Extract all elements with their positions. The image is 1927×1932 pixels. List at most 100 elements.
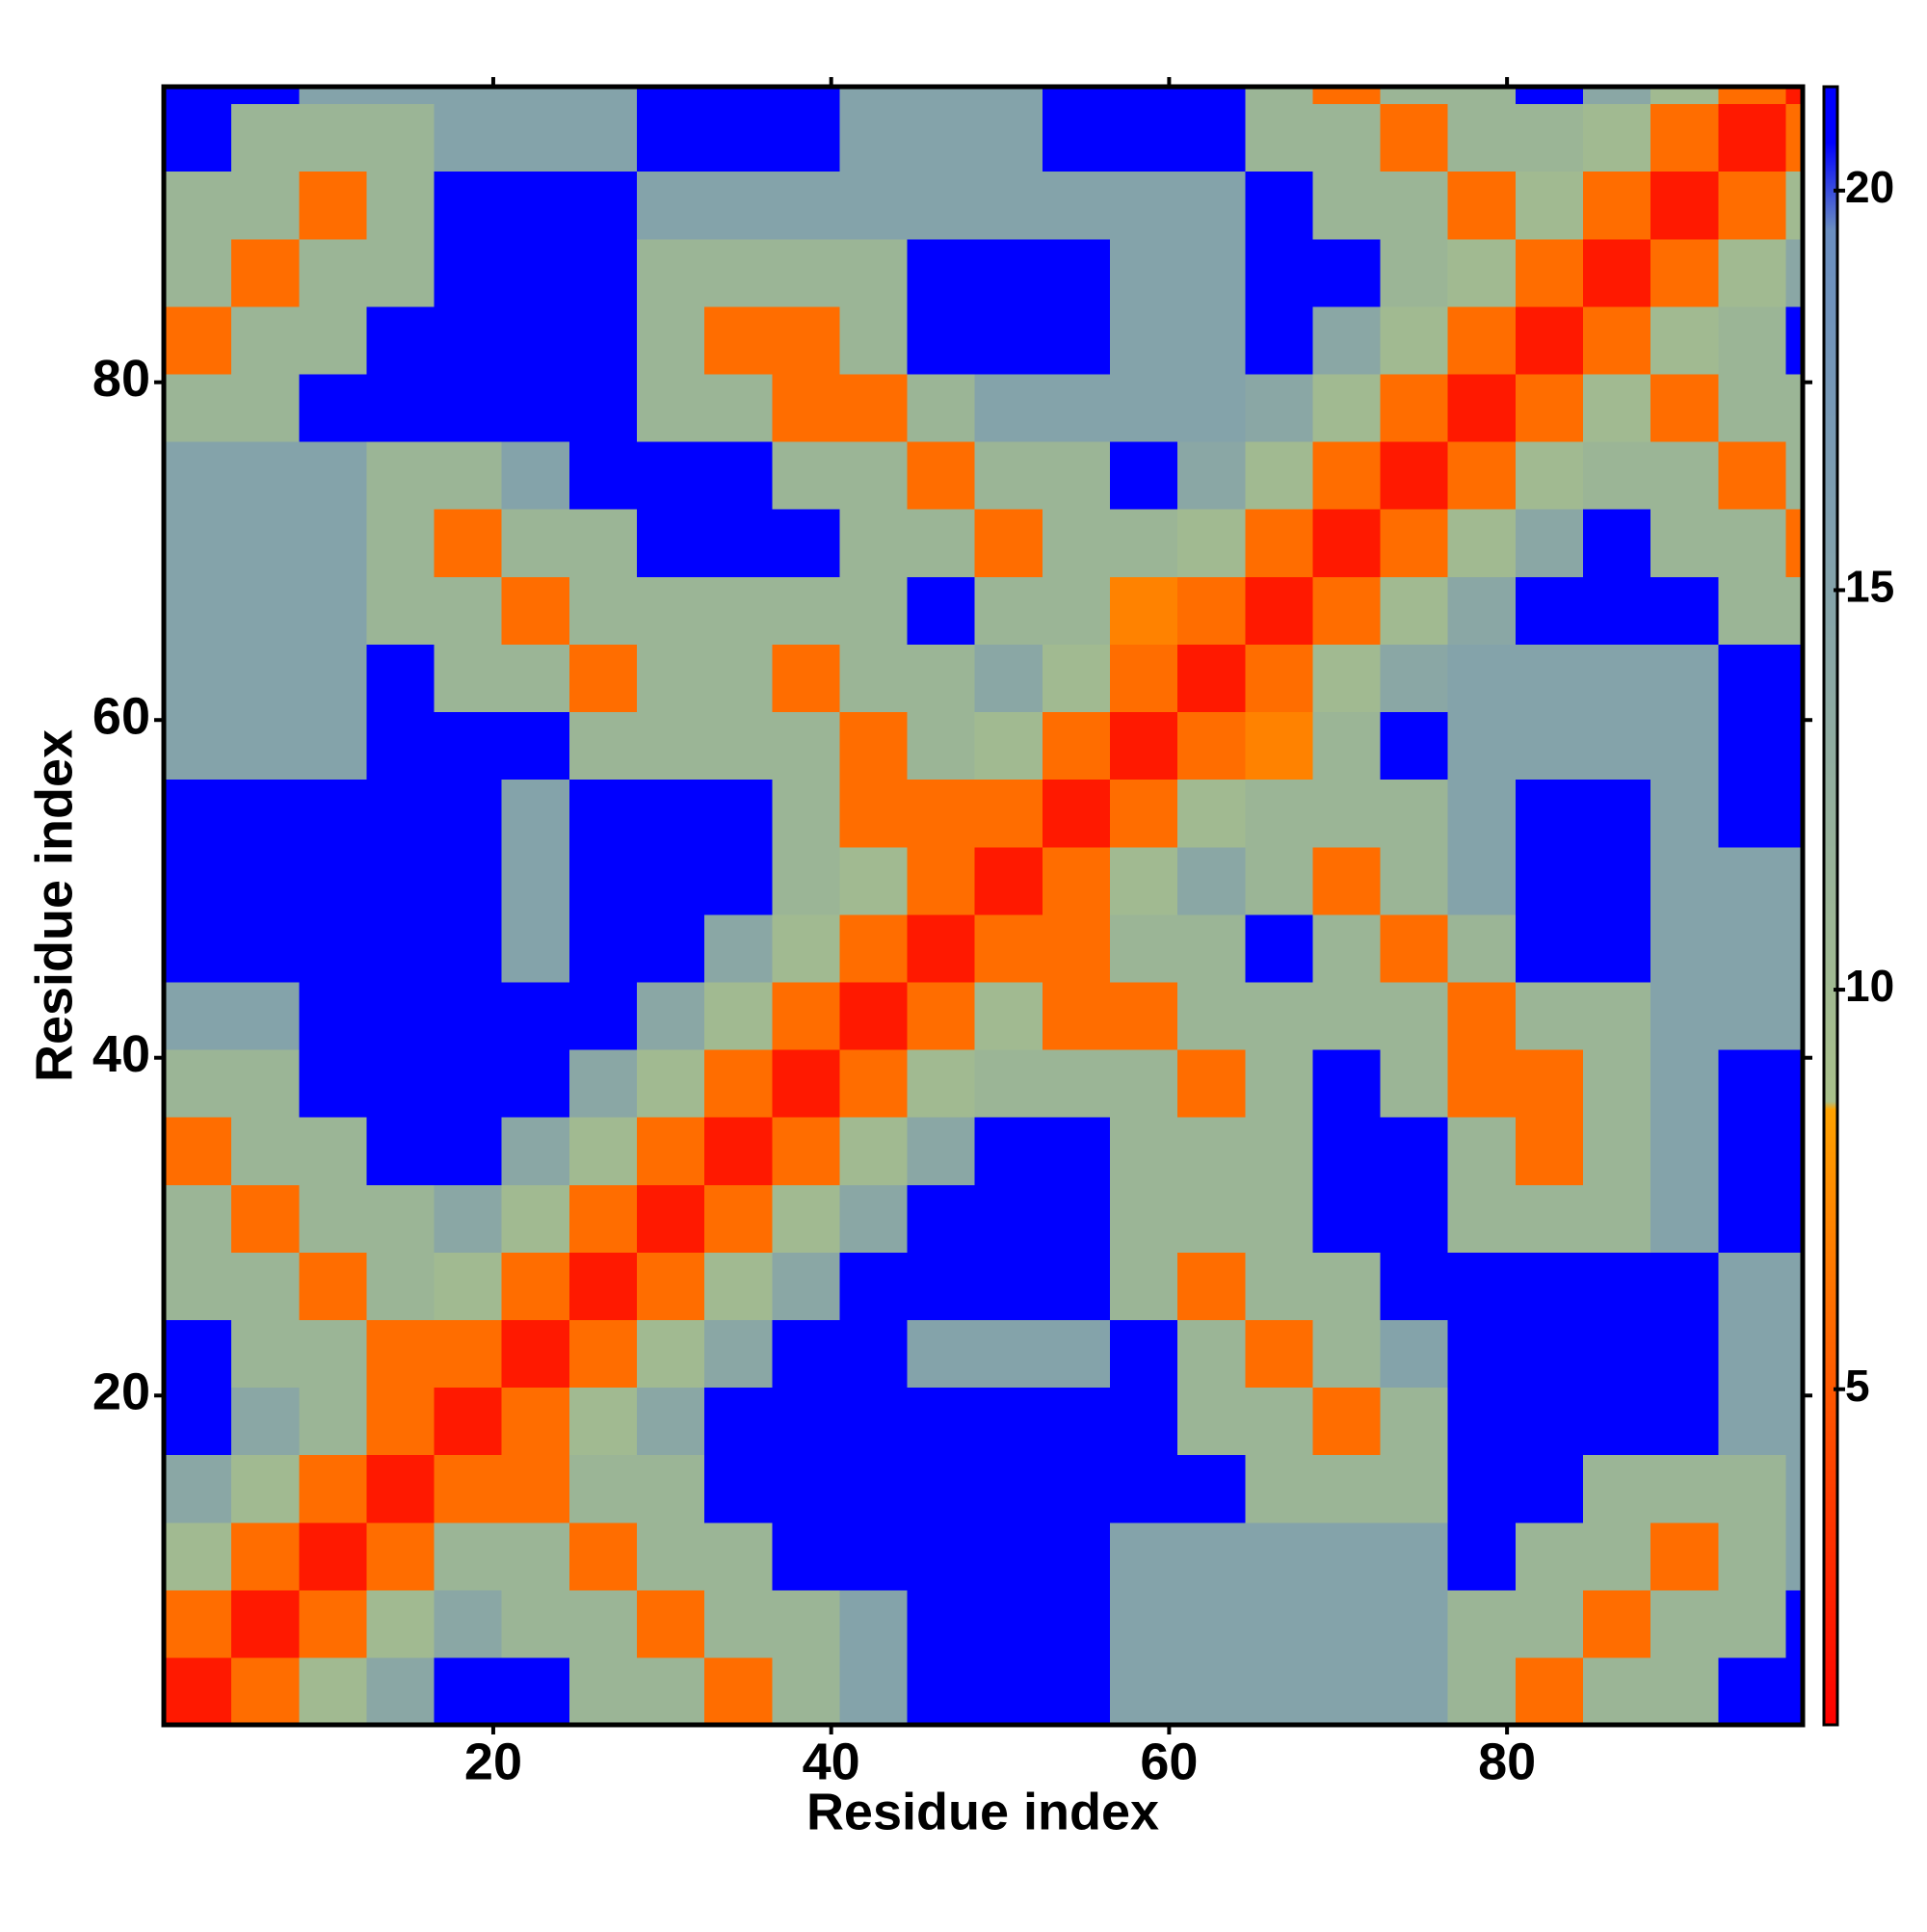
heatmap-cell bbox=[1312, 238, 1382, 307]
heatmap-cell bbox=[1245, 779, 1314, 848]
heatmap-cell bbox=[974, 1319, 1043, 1389]
heatmap-cell bbox=[1515, 1387, 1584, 1456]
heatmap-cell bbox=[1042, 305, 1111, 375]
heatmap-cell bbox=[772, 238, 841, 307]
heatmap-cell bbox=[568, 1319, 638, 1389]
heatmap-cell bbox=[1583, 644, 1651, 713]
heatmap-cell bbox=[637, 1454, 705, 1523]
heatmap-cell bbox=[907, 913, 976, 983]
heatmap-cell bbox=[1447, 981, 1517, 1050]
heatmap-cell bbox=[1042, 87, 1111, 105]
heatmap-cell bbox=[1650, 1387, 1719, 1456]
heatmap-cell bbox=[1785, 1454, 1804, 1523]
heatmap-cell bbox=[1312, 1589, 1382, 1658]
heatmap-cell bbox=[839, 441, 909, 510]
heatmap-cell bbox=[704, 1048, 773, 1118]
heatmap-cell bbox=[772, 1656, 841, 1726]
heatmap-cell bbox=[568, 644, 638, 713]
heatmap-cell bbox=[501, 1387, 570, 1456]
heatmap-cell bbox=[704, 1589, 773, 1658]
heatmap-cell bbox=[1515, 305, 1584, 375]
heatmap-cell bbox=[1042, 238, 1111, 307]
heatmap-cell bbox=[568, 1589, 638, 1658]
heatmap-cell bbox=[907, 238, 976, 307]
heatmap-cell bbox=[1380, 711, 1449, 781]
heatmap-cell bbox=[1177, 238, 1246, 307]
heatmap-cell bbox=[974, 1184, 1043, 1253]
heatmap-cell bbox=[299, 509, 368, 577]
heatmap-cell bbox=[974, 238, 1043, 307]
heatmap-cell bbox=[164, 509, 232, 577]
heatmap-cell bbox=[1245, 1048, 1314, 1118]
heatmap-cell bbox=[772, 441, 841, 510]
heatmap-cell bbox=[568, 1454, 638, 1523]
heatmap-cell bbox=[434, 1522, 503, 1591]
heatmap-cell bbox=[1312, 1117, 1382, 1185]
heatmap-cell bbox=[568, 846, 638, 915]
heatmap-cell bbox=[299, 1319, 368, 1389]
heatmap-cell bbox=[1515, 644, 1584, 713]
heatmap-cell bbox=[366, 1522, 436, 1591]
heatmap-cell bbox=[299, 1387, 368, 1456]
heatmap-cell bbox=[907, 1589, 976, 1658]
heatmap-cell bbox=[1312, 1184, 1382, 1253]
heatmap-cell bbox=[974, 509, 1043, 577]
heatmap-cell bbox=[366, 1454, 436, 1523]
heatmap-cell bbox=[231, 1589, 300, 1658]
heatmap-cell bbox=[1110, 103, 1178, 172]
heatmap-cell bbox=[1447, 441, 1517, 510]
heatmap-cell bbox=[231, 87, 300, 105]
heatmap-cell bbox=[974, 441, 1043, 510]
heatmap-cell bbox=[637, 1048, 705, 1118]
heatmap-cell bbox=[568, 1117, 638, 1185]
heatmap-cell bbox=[637, 1252, 705, 1320]
heatmap-cell bbox=[501, 509, 570, 577]
heatmap-cell bbox=[1110, 711, 1178, 781]
heatmap-cell bbox=[1785, 1589, 1804, 1658]
heatmap-cell bbox=[839, 238, 909, 307]
heatmap-cell bbox=[1177, 1387, 1246, 1456]
heatmap-cell bbox=[1718, 1252, 1787, 1320]
heatmap-cell bbox=[1650, 913, 1719, 983]
heatmap-cell bbox=[974, 1048, 1043, 1118]
heatmap-cell bbox=[637, 1184, 705, 1253]
heatmap-cell bbox=[1515, 1589, 1584, 1658]
heatmap-cell bbox=[1650, 1184, 1719, 1253]
heatmap-cell bbox=[164, 1589, 232, 1658]
heatmap-cell bbox=[1177, 846, 1246, 915]
heatmap-cell bbox=[1110, 1522, 1178, 1591]
heatmap-cell bbox=[164, 1184, 232, 1253]
heatmap-cell bbox=[1380, 1589, 1449, 1658]
heatmap-cell bbox=[1177, 913, 1246, 983]
heatmap-cell bbox=[1447, 373, 1517, 442]
heatmap-cell bbox=[704, 509, 773, 577]
heatmap-cell bbox=[1312, 103, 1382, 172]
heatmap-cell bbox=[501, 87, 570, 105]
heatmap-cell bbox=[1042, 103, 1111, 172]
heatmap-cell bbox=[1583, 373, 1651, 442]
heatmap-cell bbox=[1650, 1319, 1719, 1389]
heatmap-cell bbox=[1447, 238, 1517, 307]
heatmap-cell bbox=[637, 373, 705, 442]
heatmap-cell bbox=[1380, 1522, 1449, 1591]
heatmap-cell bbox=[299, 576, 368, 645]
heatmap-cell bbox=[772, 305, 841, 375]
heatmap-cell bbox=[1380, 1454, 1449, 1523]
heatmap-cell bbox=[1515, 1454, 1584, 1523]
heatmap-cell bbox=[1110, 576, 1178, 645]
heatmap-cell bbox=[839, 373, 909, 442]
y-tick-label: 80 bbox=[92, 350, 150, 408]
heatmap-cell bbox=[1447, 1252, 1517, 1320]
heatmap-cell bbox=[637, 1319, 705, 1389]
heatmap-cell bbox=[366, 1117, 436, 1185]
heatmap-cell bbox=[231, 1048, 300, 1118]
heatmap-cell bbox=[1583, 1454, 1651, 1523]
heatmap-cell bbox=[907, 1117, 976, 1185]
heatmap-cell bbox=[907, 87, 976, 105]
heatmap-cell bbox=[637, 171, 705, 240]
heatmap-cell bbox=[1785, 509, 1804, 577]
heatmap-cell bbox=[1177, 1454, 1246, 1523]
heatmap-cell bbox=[1583, 913, 1651, 983]
heatmap-cell bbox=[568, 373, 638, 442]
heatmap-cell bbox=[501, 913, 570, 983]
